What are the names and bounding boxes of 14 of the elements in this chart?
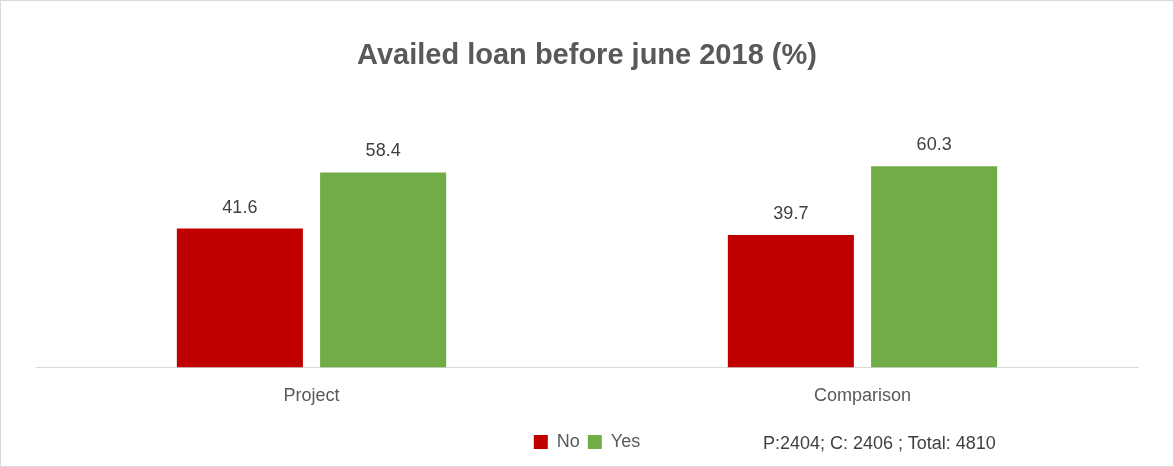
bar [727,234,854,368]
bar [871,166,998,368]
bar [320,172,447,368]
x-tick-label: Comparison [813,385,912,406]
bar [176,228,303,368]
x-tick-label: Project [283,385,340,406]
data-label: 60.3 [916,134,952,155]
legend-label: Yes [610,430,641,451]
data-label: 39.7 [773,202,809,223]
chart-title: Availed loan before june 2018 (%) [357,38,817,71]
legend-label: No [556,430,580,451]
data-label: 58.4 [365,140,401,161]
data-label: 41.6 [222,196,258,217]
text: P:2404; C: 2406 ; Total: 4810 [763,432,996,453]
